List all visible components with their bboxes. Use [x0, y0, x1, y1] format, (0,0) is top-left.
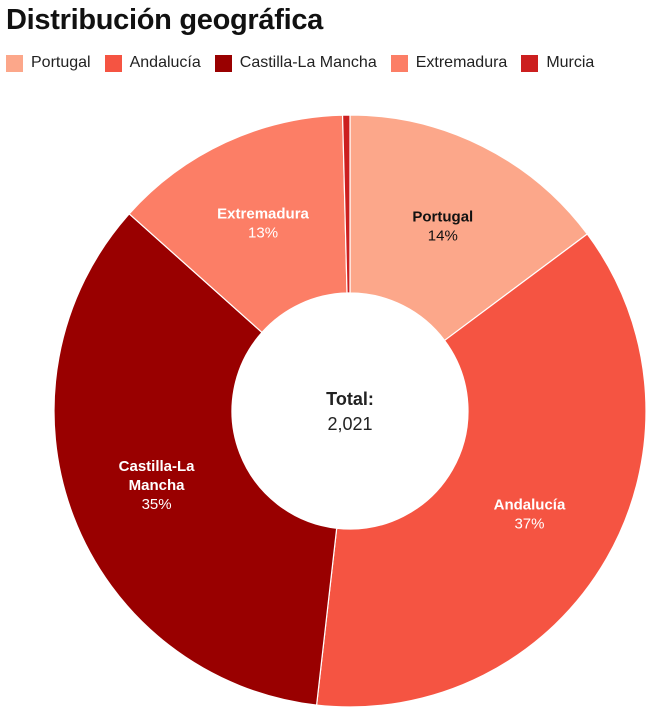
- pie-slice[interactable]: [53, 213, 338, 706]
- legend-item[interactable]: Murcia: [521, 54, 594, 72]
- legend-item[interactable]: Andalucía: [104, 54, 201, 72]
- legend-item[interactable]: Portugal: [6, 54, 91, 72]
- slice-name-label: Extremadura: [217, 206, 309, 223]
- slice-percent-label: 37%: [514, 516, 544, 533]
- center-total-label: Total:: [326, 389, 374, 409]
- legend-label: Extremadura: [415, 54, 508, 71]
- slice-percent-label: 14%: [428, 227, 458, 244]
- legend-label: Murcia: [546, 54, 595, 71]
- slice-percent-label: 35%: [142, 496, 172, 513]
- slice-name-label: Castilla-La: [119, 458, 196, 475]
- pie-slice[interactable]: [341, 114, 351, 294]
- legend-swatch: [104, 54, 122, 72]
- legend-swatch: [214, 54, 232, 72]
- pie-slice[interactable]: [315, 233, 647, 708]
- legend-swatch: [521, 54, 539, 72]
- slice-name-label: Portugal: [412, 208, 473, 225]
- center-total-value: 2,021: [327, 414, 372, 434]
- legend-label: Castilla-La Mancha: [239, 54, 377, 71]
- legend-label: Portugal: [31, 54, 91, 71]
- legend-swatch: [6, 54, 23, 72]
- legend-swatch: [390, 54, 408, 72]
- legend-item[interactable]: Castilla-La Mancha: [214, 54, 377, 72]
- slice-name-label: Mancha: [129, 477, 186, 494]
- slice-percent-label: 13%: [248, 225, 278, 242]
- pie-slice[interactable]: [128, 114, 348, 334]
- chart-title: Distribución geográfica: [6, 4, 323, 36]
- legend-item[interactable]: Extremadura: [390, 54, 508, 72]
- slice-name-label: Andalucía: [494, 497, 566, 514]
- chart-legend: Portugal Andalucía Castilla-La Mancha Extre…: [6, 54, 608, 72]
- legend-label: Andalucía: [129, 54, 201, 71]
- pie-slice[interactable]: [349, 114, 589, 342]
